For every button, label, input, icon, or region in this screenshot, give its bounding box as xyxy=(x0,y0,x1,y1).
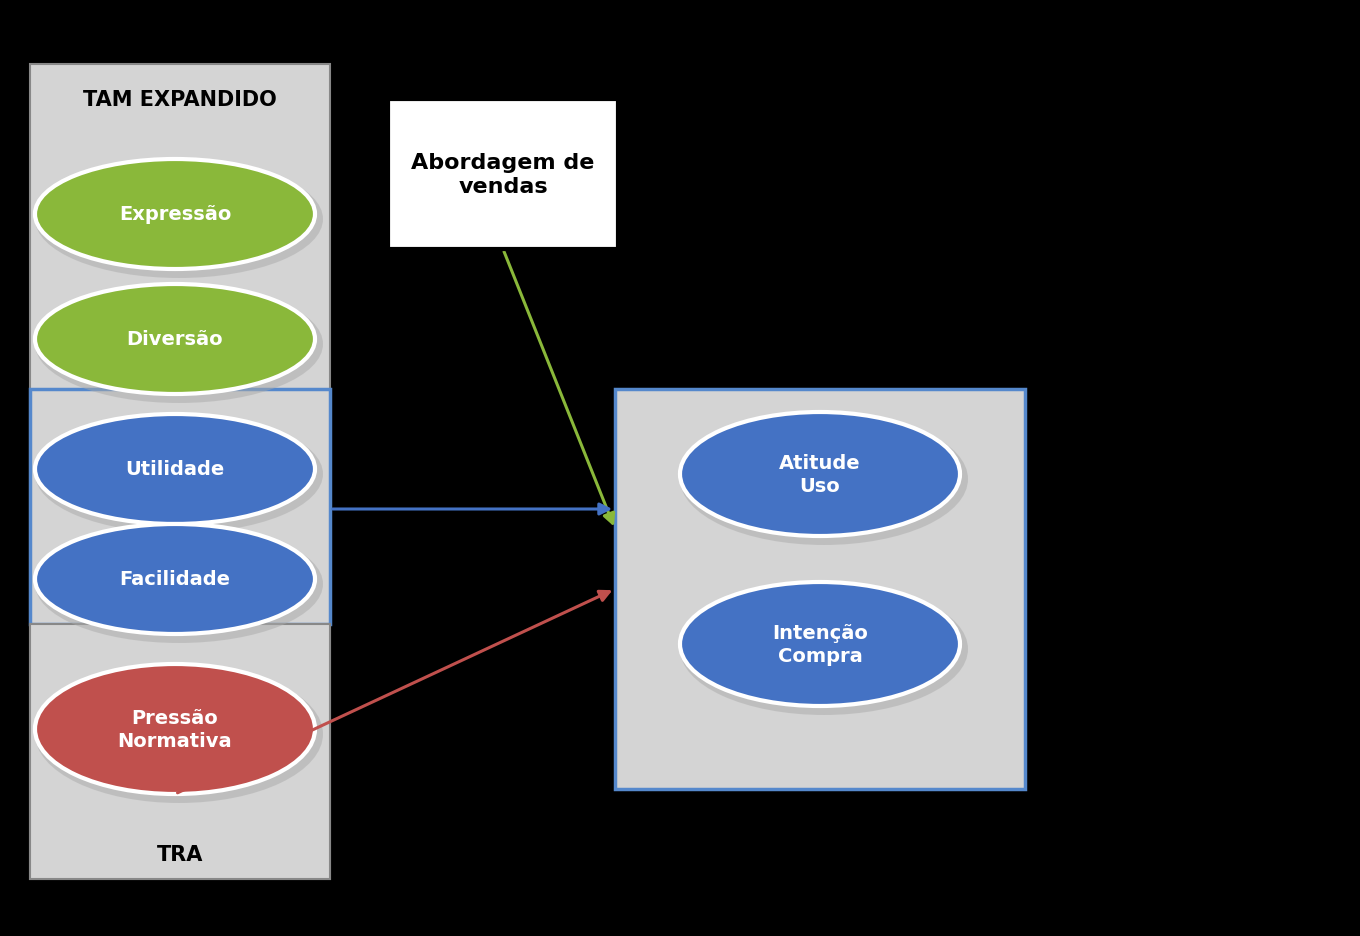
Bar xyxy=(30,624,330,879)
Ellipse shape xyxy=(35,524,316,635)
Ellipse shape xyxy=(35,285,324,403)
Ellipse shape xyxy=(35,160,316,270)
Ellipse shape xyxy=(680,582,960,707)
Text: Expressão: Expressão xyxy=(118,205,231,225)
Ellipse shape xyxy=(680,413,960,536)
Text: Intenção
Compra: Intenção Compra xyxy=(772,623,868,665)
Text: TRA: TRA xyxy=(156,844,203,864)
Text: Abordagem de
vendas: Abordagem de vendas xyxy=(411,154,594,197)
Ellipse shape xyxy=(35,665,316,794)
Ellipse shape xyxy=(35,525,324,643)
Bar xyxy=(30,65,330,879)
Ellipse shape xyxy=(680,583,968,715)
Bar xyxy=(615,389,1025,789)
Bar xyxy=(388,100,617,250)
Text: Diversão: Diversão xyxy=(126,330,223,349)
Text: Facilidade: Facilidade xyxy=(120,570,230,589)
Ellipse shape xyxy=(35,161,324,279)
Text: Atitude
Uso: Atitude Uso xyxy=(779,453,861,496)
Ellipse shape xyxy=(35,285,316,395)
Ellipse shape xyxy=(35,665,324,803)
Ellipse shape xyxy=(35,416,324,534)
Ellipse shape xyxy=(35,415,316,524)
Bar xyxy=(30,389,330,624)
Text: Pressão
Normativa: Pressão Normativa xyxy=(118,708,233,751)
Text: Utilidade: Utilidade xyxy=(125,460,224,479)
Text: TAM EXPANDIDO: TAM EXPANDIDO xyxy=(83,90,277,110)
Ellipse shape xyxy=(680,414,968,546)
